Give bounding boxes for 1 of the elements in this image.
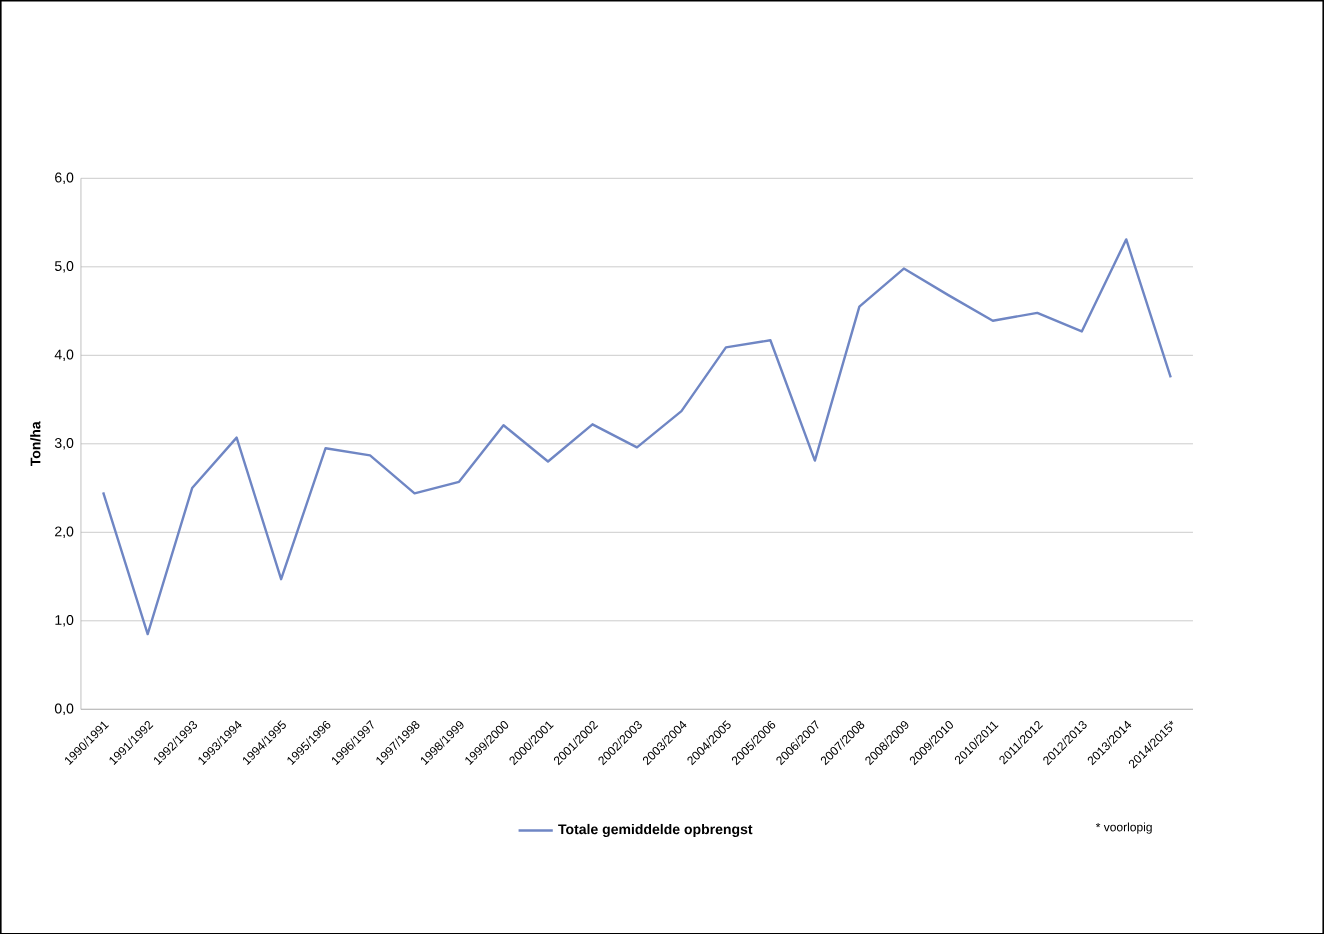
line-series [101,237,1172,636]
